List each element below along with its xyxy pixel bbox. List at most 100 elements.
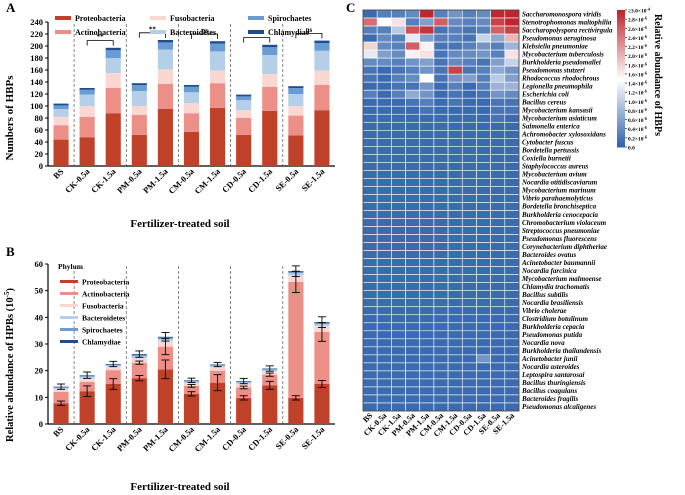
heatmap-cell xyxy=(490,370,506,380)
heatmap-cell xyxy=(504,282,520,291)
panel-b-legend-label: Fusobacteria xyxy=(82,302,124,311)
heatmap-cell xyxy=(405,202,421,211)
panel-a-legend-swatch xyxy=(248,16,264,20)
heatmap-cell xyxy=(433,105,449,115)
heatmap-cell xyxy=(461,306,477,316)
panel-a-x-tick-label: BS xyxy=(51,166,66,181)
heatmap-cell xyxy=(490,210,506,219)
heatmap-cell xyxy=(476,57,491,67)
heatmap-cell xyxy=(476,97,491,107)
panel-a-significance-bracket xyxy=(86,40,114,46)
heatmap-cell xyxy=(490,362,506,372)
heatmap-cell xyxy=(419,242,435,251)
heatmap-cell xyxy=(391,65,406,75)
heatmap-row-label: Acinetobacter baumannii xyxy=(521,259,595,267)
heatmap-cell xyxy=(433,378,449,388)
heatmap-cell xyxy=(490,402,506,412)
heatmap-cell xyxy=(362,338,378,348)
heatmap-row-label: Saccharopolyspora rectivirgula xyxy=(522,26,613,34)
heatmap-cell xyxy=(376,97,392,107)
panel-a-bar-actinobacteria xyxy=(236,118,252,135)
heatmap-cell xyxy=(447,314,463,324)
panel-a-bar-bacteroidetes xyxy=(236,100,252,111)
heatmap-cell xyxy=(376,202,392,211)
heatmap-cell xyxy=(461,210,477,219)
colorbar-segment xyxy=(617,83,625,86)
heatmap-cell xyxy=(490,354,506,364)
heatmap-cell xyxy=(461,362,477,372)
colorbar-tick-label: 1.4×10-6 xyxy=(628,79,647,88)
heatmap-cell xyxy=(504,73,520,83)
panel-b-legend-swatch xyxy=(60,304,78,307)
panel-a-y-tick-label: 80 xyxy=(35,113,44,123)
heatmap-cell xyxy=(504,330,520,340)
heatmap-cell xyxy=(419,394,435,404)
panel-b-bar-proteobacteria xyxy=(314,384,330,424)
colorbar-segment xyxy=(617,41,625,45)
heatmap-cell xyxy=(447,362,463,372)
heatmap-cell xyxy=(504,346,520,356)
heatmap-cell xyxy=(433,218,449,227)
heatmap-cell xyxy=(391,218,406,227)
heatmap-cell xyxy=(391,25,406,35)
panel-b-legend-swatch xyxy=(60,340,78,343)
colorbar-segment xyxy=(617,55,625,59)
heatmap-cell xyxy=(433,33,449,43)
heatmap-cell xyxy=(362,378,378,388)
heatmap-cell xyxy=(447,146,463,155)
heatmap-cell xyxy=(391,298,406,308)
heatmap-cell xyxy=(476,17,491,27)
heatmap-cell xyxy=(476,121,491,131)
heatmap-cell xyxy=(461,282,477,291)
heatmap-cell xyxy=(504,258,520,267)
heatmap-row-label: Klebsiella pneumoniae xyxy=(521,42,588,50)
panel-b-legend-label: Actinobacteria xyxy=(82,290,130,299)
panel-b-x-tick-label: CM-0.5a xyxy=(166,424,196,454)
heatmap-cell xyxy=(476,162,491,171)
heatmap-cell xyxy=(461,322,477,332)
heatmap-cell xyxy=(490,226,506,235)
heatmap-cell xyxy=(433,266,449,275)
panel-a-significance-bracket xyxy=(243,37,271,43)
heatmap-cell xyxy=(476,242,491,251)
panel-b-bar-fusobacteria xyxy=(79,378,95,382)
heatmap-cell xyxy=(391,154,406,163)
heatmap-cell xyxy=(461,394,477,404)
heatmap-cell xyxy=(504,322,520,332)
heatmap-cell xyxy=(362,314,378,324)
heatmap-cell xyxy=(504,89,520,99)
heatmap-cell xyxy=(433,258,449,267)
heatmap-cell xyxy=(504,170,520,179)
panel-a-bar-spirochaetes xyxy=(210,43,226,52)
heatmap-cell xyxy=(476,186,491,195)
colorbar-tick-label: 1.6×10-6 xyxy=(628,70,647,79)
heatmap-cell xyxy=(419,186,435,195)
panel-a-bar-fusobacteria xyxy=(183,103,200,114)
heatmap-cell xyxy=(405,234,421,243)
panel-a-legend-swatch xyxy=(55,30,71,34)
panel-a-bar-bacteroidetes xyxy=(105,58,121,73)
colorbar-tick-label: 2.8×10-6 xyxy=(628,15,647,24)
panel-a-bar-spirochaetes xyxy=(131,85,147,91)
panel-b-x-axis-label: Fertilizer-treated soil xyxy=(130,481,229,493)
panel-a-bar-spirochaetes xyxy=(53,105,69,109)
heatmap-cell xyxy=(461,346,477,356)
heatmap-cell xyxy=(504,17,520,27)
heatmap-row-label: Nocardia nova xyxy=(521,339,565,347)
panel-a-y-tick-label: 40 xyxy=(35,137,44,147)
colorbar-tick-label: 0.0 xyxy=(628,146,635,152)
colorbar-segment xyxy=(617,14,625,18)
heatmap-cell xyxy=(391,41,406,51)
heatmap-cell xyxy=(362,105,378,115)
panel-a-x-tick-label: PM-1.5a xyxy=(141,166,170,195)
panel-b-bar-actinobacteria xyxy=(288,281,304,398)
heatmap-cell xyxy=(433,121,449,131)
panel-a-bar-spirochaetes xyxy=(183,86,200,93)
heatmap-cell xyxy=(433,234,449,243)
heatmap-cell xyxy=(433,298,449,308)
colorbar-tick-label: 2.0×10-6 xyxy=(628,52,647,61)
heatmap-cell xyxy=(433,146,449,155)
panel-b-plot: 0 10 20 30 40 50 60 BSCK-0.5aCK-1.5aPM-0.5aPM-1… xyxy=(35,259,335,454)
heatmap-cell xyxy=(419,258,435,267)
heatmap-row-label: Clostridium botulinum xyxy=(522,315,588,323)
